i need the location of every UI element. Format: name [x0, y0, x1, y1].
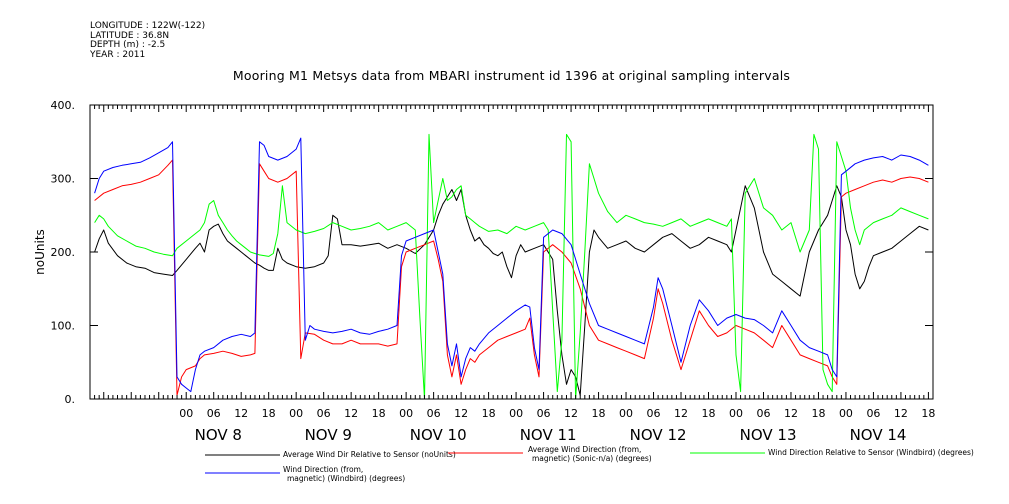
x-tick-label: 00 — [399, 407, 413, 420]
legend: Average Wind Dir Relative to Sensor (noU… — [205, 445, 974, 483]
y-tick-label: 400. — [51, 99, 76, 112]
x-tick-label: 06 — [647, 407, 661, 420]
x-tick-label: 12 — [564, 407, 578, 420]
x-tick-label: 00 — [509, 407, 523, 420]
y-tick-label: 0. — [65, 393, 76, 406]
day-label: NOV 10 — [410, 426, 467, 444]
day-label: NOV 9 — [305, 426, 352, 444]
metadata-block: LONGITUDE : 122W(-122) LATITUDE : 36.8N … — [90, 21, 206, 60]
x-tick-label: 12 — [344, 407, 358, 420]
legend-label-1: Average Wind Dir Relative to Sensor (noU… — [283, 450, 456, 459]
plot-frame — [89, 104, 934, 400]
x-tick-label: 18 — [702, 407, 716, 420]
x-tick-label: 00 — [179, 407, 193, 420]
day-label: NOV 8 — [195, 426, 242, 444]
legend-label-4: Wind Direction (from, magnetic) (Windbird… — [283, 465, 405, 483]
chart-title: Mooring M1 Metsys data from MBARI instru… — [232, 68, 791, 83]
x-tick-label: 06 — [756, 407, 770, 420]
legend-label-3: Wind Direction Relative to Sensor (Windb… — [768, 448, 974, 457]
depth-text: DEPTH (m) : -2.5 — [90, 40, 166, 50]
latitude-text: LATITUDE : 36.8N — [90, 30, 170, 41]
legend-label-2: Average Wind Direction (from, magnetic) (… — [528, 445, 652, 463]
x-tick-label: 18 — [372, 407, 386, 420]
x-tick-label: 18 — [262, 407, 276, 420]
year-text: YEAR : 2011 — [90, 49, 146, 60]
x-tick-label: 00 — [289, 407, 303, 420]
x-tick-label: 06 — [427, 407, 441, 420]
series-line-1 — [94, 185, 929, 396]
series-layer — [94, 133, 929, 400]
x-tick-label: 06 — [866, 407, 880, 420]
x-tick-label: 12 — [894, 407, 908, 420]
x-tick-label: 00 — [619, 407, 633, 420]
y-tick-label: 200. — [51, 246, 76, 259]
y-tick-label: 300. — [51, 173, 76, 186]
longitude-text: LONGITUDE : 122W(-122) — [90, 21, 206, 31]
day-label: NOV 13 — [740, 426, 797, 444]
x-tick-label: 06 — [207, 407, 221, 420]
x-tick-label: 18 — [482, 407, 496, 420]
x-tick-label: 06 — [317, 407, 331, 420]
x-tick-label: 06 — [537, 407, 551, 420]
day-label: NOV 11 — [520, 426, 577, 444]
x-tick-label: 18 — [921, 407, 935, 420]
x-tick-label: 00 — [729, 407, 743, 420]
day-label: NOV 14 — [850, 426, 907, 444]
x-tick-label: 12 — [674, 407, 688, 420]
y-tick-label: 100. — [51, 320, 76, 333]
x-tick-label: 00 — [839, 407, 853, 420]
x-tick-label: 12 — [234, 407, 248, 420]
x-tick-label: 18 — [592, 407, 606, 420]
day-label: NOV 12 — [630, 426, 687, 444]
series-line-3 — [94, 133, 929, 400]
series-line-2 — [94, 159, 929, 396]
x-tick-label: 18 — [811, 407, 825, 420]
x-tick-label: 12 — [784, 407, 798, 420]
axis-layer: 00 06 12 18 00 06 12 18 00 06 12 18 00 06 12 18 00 06 12 18… — [51, 99, 936, 444]
y-axis-label: noUnits — [33, 229, 47, 275]
x-tick-label: 12 — [454, 407, 468, 420]
series-line-4 — [94, 137, 929, 393]
